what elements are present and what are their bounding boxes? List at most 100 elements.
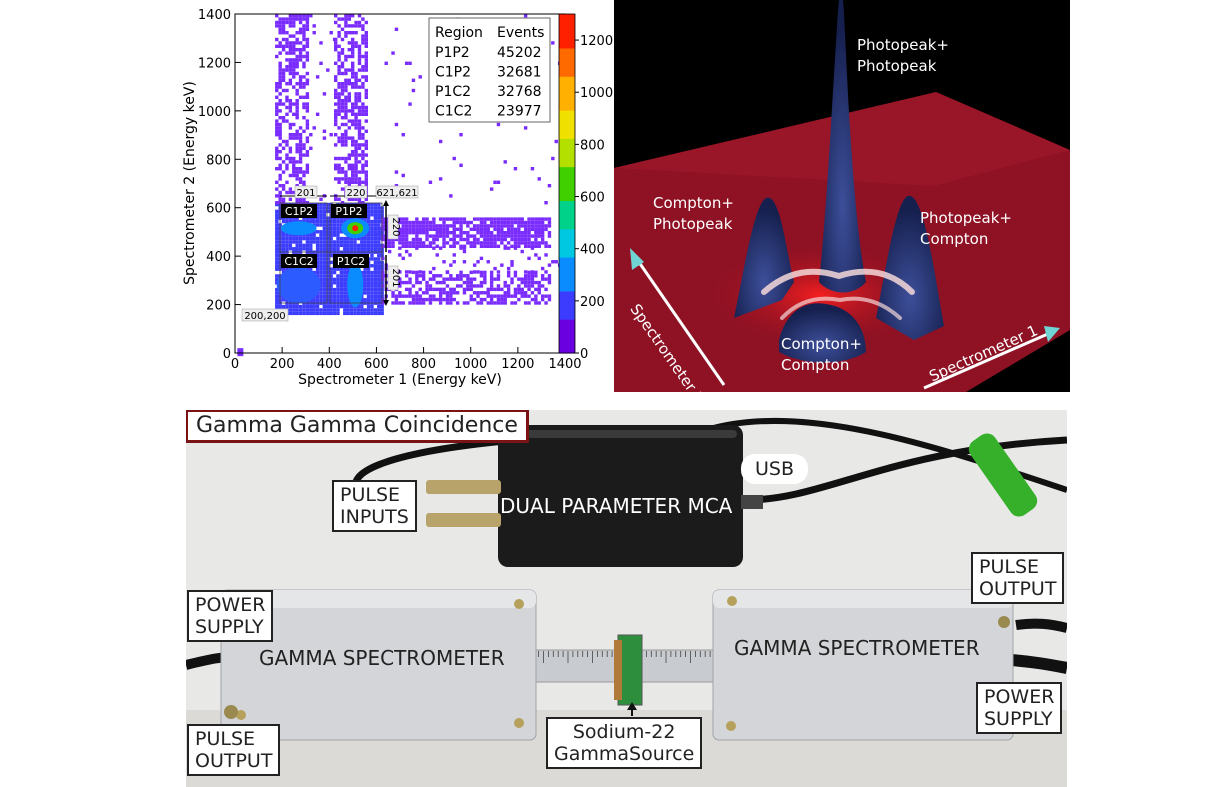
colorbar-segment — [559, 172, 575, 179]
y-tick-label: 1200 — [198, 56, 231, 71]
heatmap-cell — [319, 281, 323, 285]
heatmap-cell — [500, 237, 504, 242]
heatmap-cell — [377, 311, 381, 316]
heatmap-cell — [469, 277, 473, 281]
heatmap-cell — [435, 231, 439, 235]
heatmap-cell — [357, 136, 362, 140]
heatmap-cell — [496, 227, 501, 231]
heatmap-cell — [364, 20, 368, 25]
heatmap-cell — [373, 213, 378, 217]
heatmap-cell — [360, 308, 364, 312]
colorbar-segment — [559, 217, 575, 224]
heatmap-cell — [278, 24, 282, 28]
heatmap-cell — [364, 58, 368, 62]
heatmap-cell — [354, 146, 358, 150]
heatmap-cell — [337, 163, 341, 167]
heatmap-cell — [360, 236, 364, 241]
heatmap-cell — [401, 220, 405, 225]
heatmap-cell — [476, 224, 480, 228]
heatmap-cell — [479, 227, 484, 231]
colorbar-segment — [559, 87, 575, 94]
heatmap-cell — [332, 240, 337, 244]
heatmap-cell — [315, 294, 320, 299]
x-tick-label: 400 — [317, 357, 342, 372]
heatmap-cell — [344, 160, 348, 164]
heatmap-cell — [363, 267, 367, 271]
heatmap-cell — [343, 216, 347, 220]
heatmap-cell — [319, 243, 323, 248]
colorbar-segment — [559, 19, 575, 26]
heatmap-cell — [459, 244, 463, 248]
heatmap-cell — [476, 260, 480, 264]
colorbar-segment — [559, 273, 575, 281]
heatmap-cell — [476, 217, 480, 221]
heatmap-cell — [315, 270, 320, 275]
heatmap-cell — [278, 304, 282, 309]
heatmap-cell — [347, 153, 351, 157]
heatmap-cell — [329, 287, 333, 292]
heatmap-cell — [462, 244, 467, 248]
heatmap-cell — [404, 224, 409, 228]
heatmap-cell — [349, 243, 354, 248]
heatmap-cell — [340, 177, 345, 181]
heatmap-cell — [377, 253, 381, 258]
heatmap-cell — [347, 126, 351, 130]
heatmap-cell — [373, 247, 378, 251]
heatmap-cell — [534, 231, 538, 235]
heatmap-cell — [442, 244, 446, 248]
heatmap-cell — [322, 92, 327, 96]
heatmap-cell — [305, 41, 310, 45]
heatmap-cell — [364, 78, 368, 82]
heatmap-cell — [479, 217, 484, 221]
heatmap-cell — [305, 216, 310, 220]
heatmap-cell — [370, 274, 374, 278]
heatmap-cell — [415, 270, 419, 275]
heatmap-cell — [540, 234, 545, 238]
heatmap-cell — [361, 180, 365, 184]
heatmap-cell — [344, 105, 348, 110]
heatmap-cell — [486, 294, 490, 298]
heatmap-cell — [394, 122, 399, 127]
heatmap-cell — [302, 48, 306, 52]
heatmap-cell — [332, 223, 337, 227]
heatmap-cell — [432, 237, 436, 242]
heatmap-cell — [288, 311, 293, 316]
annotation-width-c: 201 — [296, 188, 315, 199]
heatmap-cell — [432, 224, 436, 228]
axis-1-arrow-icon — [1044, 326, 1060, 342]
heatmap-cell — [370, 304, 374, 309]
heatmap-cell — [347, 82, 351, 86]
heatmap-cell — [340, 51, 345, 55]
heatmap-cell — [361, 54, 365, 59]
heatmap-cell — [288, 233, 293, 237]
heatmap-cell — [322, 219, 327, 224]
heatmap-cell — [364, 170, 368, 174]
heatmap-cell — [428, 301, 433, 305]
heatmap-cell — [361, 170, 365, 174]
heatmap-cell — [547, 244, 552, 248]
heatmap-cell — [312, 126, 316, 130]
heatmap-cell — [309, 311, 313, 316]
heatmap-cell — [415, 294, 419, 298]
heatmap-cell — [517, 244, 521, 248]
heatmap-cell — [483, 244, 487, 248]
heatmap-cell — [411, 301, 416, 305]
heatmap-cell — [370, 243, 374, 248]
heatmap-cell — [334, 95, 338, 99]
heatmap-cell — [398, 253, 402, 257]
heatmap-cell — [401, 231, 405, 235]
heatmap-cell — [479, 284, 484, 288]
heatmap-cell — [309, 240, 313, 244]
table-cell-region: C1P2 — [435, 65, 471, 81]
heatmap-cell — [357, 99, 362, 103]
heatmap-cell — [305, 170, 310, 174]
heatmap-cell — [483, 234, 487, 238]
heatmap-cell — [295, 150, 299, 154]
heatmap-cell — [298, 75, 303, 79]
colorbar-segment — [559, 307, 575, 315]
x-tick-label: 800 — [411, 357, 436, 372]
heatmap-cell — [398, 270, 402, 274]
heatmap-cell — [329, 233, 333, 237]
heatmap-cell — [351, 167, 355, 171]
